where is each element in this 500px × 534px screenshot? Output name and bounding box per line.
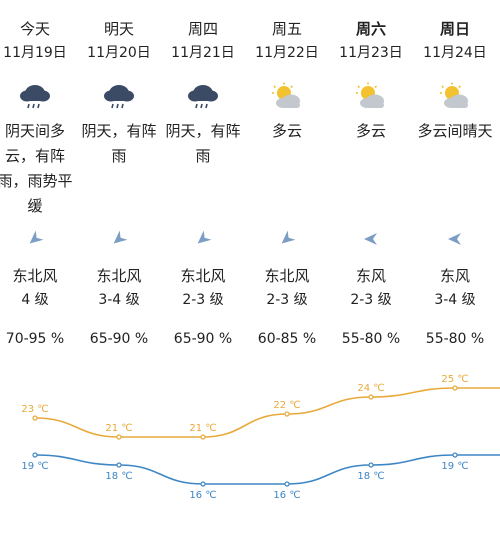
wind-level: 4 级 <box>21 292 49 308</box>
day-date: 11月21日 <box>171 45 235 61</box>
high-temp-label: 24 ℃ <box>357 383 384 394</box>
weather-description-line: 雨，雨势平 <box>0 172 73 190</box>
wind-arrow-northeast-icon <box>29 230 44 244</box>
rain-cloud-icon <box>20 85 50 109</box>
weather-description-line: 阴天，有阵 <box>81 122 157 140</box>
weather-description-line: 阴天间多 <box>4 122 65 140</box>
humidity: 55-80 % <box>341 331 401 347</box>
high-temp-point <box>116 434 122 440</box>
day-date: 11月20日 <box>87 45 151 61</box>
low-temp-label: 19 ℃ <box>21 461 48 472</box>
wind-level: 3-4 级 <box>98 292 140 308</box>
weather-description-line: 雨 <box>195 147 211 165</box>
weather-description: 多云 <box>325 119 417 144</box>
high-temp-point <box>284 411 290 417</box>
low-temp-point <box>284 481 290 487</box>
high-temp-point <box>452 385 458 391</box>
day-name: 今天 <box>19 20 50 38</box>
humidity: 65-90 % <box>89 331 149 347</box>
low-temp-label: 18 ℃ <box>357 471 384 482</box>
wind-arrow-northeast-icon <box>197 230 212 244</box>
low-temp-point <box>452 452 458 458</box>
high-temp-label: 22 ℃ <box>273 400 300 411</box>
high-temp-label: 21 ℃ <box>189 423 216 434</box>
wind-level: 2-3 级 <box>182 292 224 308</box>
day-date: 11月24日 <box>423 45 487 61</box>
weather-description: 阴天间多云，有阵雨，雨势平缓 <box>0 119 81 219</box>
humidity: 65-90 % <box>173 331 233 347</box>
weather-description: 阴天，有阵雨 <box>157 119 249 169</box>
wind-direction: 东风 <box>355 267 386 285</box>
partly-cloudy-icon <box>440 82 468 108</box>
wind-arrow-northeast-icon <box>281 230 296 244</box>
day-name: 明天 <box>103 20 134 38</box>
wind-direction: 东北风 <box>96 267 142 285</box>
temperature-chart: 23 ℃ 21 ℃ 21 ℃ 22 ℃ 24 ℃ 25 ℃ 19 ℃ 18 ℃ 16 ℃ 16 ℃… <box>21 374 500 501</box>
day-name: 周六 <box>355 20 386 38</box>
wind-direction: 东北风 <box>12 267 58 285</box>
wind-arrow-east-icon <box>364 233 377 245</box>
wind-arrow-northeast-icon <box>113 230 128 244</box>
day-name: 周五 <box>271 20 302 38</box>
weather-description: 阴天，有阵雨 <box>73 119 165 169</box>
day-name: 周日 <box>439 20 470 38</box>
low-temp-point <box>200 481 206 487</box>
wind-direction: 东北风 <box>264 267 310 285</box>
high-temp-point <box>200 434 206 440</box>
weather-description-line: 多云间晴天 <box>417 122 493 140</box>
day-date: 11月19日 <box>3 45 67 61</box>
weather-description-line: 阴天，有阵 <box>165 122 241 140</box>
rain-cloud-icon <box>188 85 218 109</box>
humidity: 55-80 % <box>425 331 485 347</box>
partly-cloudy-icon <box>356 82 384 108</box>
low-temp-label: 16 ℃ <box>189 490 216 501</box>
low-temp-label: 18 ℃ <box>105 471 132 482</box>
wind-level: 2-3 级 <box>350 292 392 308</box>
weather-description-line: 缓 <box>27 197 43 215</box>
high-temp-point <box>368 394 374 400</box>
high-temp-point <box>32 415 38 421</box>
weather-description: 多云间晴天 <box>409 119 500 144</box>
humidity: 60-85 % <box>257 331 317 347</box>
wind-level: 2-3 级 <box>266 292 308 308</box>
high-temp-label: 23 ℃ <box>21 404 48 415</box>
day-date: 11月23日 <box>339 45 403 61</box>
day-date: 11月22日 <box>255 45 319 61</box>
day-name: 周四 <box>187 20 218 38</box>
weather-description-line: 多云 <box>355 122 386 140</box>
low-temp-point <box>32 452 38 458</box>
weather-description-line: 多云 <box>271 122 302 140</box>
weather-description-line: 雨 <box>111 147 127 165</box>
wind-direction: 东风 <box>439 267 470 285</box>
weather-description: 多云 <box>241 119 333 144</box>
wind-direction: 东北风 <box>180 267 226 285</box>
low-temp-point <box>116 462 122 468</box>
low-temp-label: 16 ℃ <box>273 490 300 501</box>
wind-level: 3-4 级 <box>434 292 476 308</box>
weather-description-line: 云，有阵 <box>4 147 65 165</box>
low-temp-label: 19 ℃ <box>441 461 468 472</box>
low-temp-point <box>368 462 374 468</box>
rain-cloud-icon <box>104 85 134 109</box>
partly-cloudy-icon <box>272 82 300 108</box>
high-temp-label: 21 ℃ <box>105 423 132 434</box>
high-temp-label: 25 ℃ <box>441 374 468 385</box>
wind-arrow-east-icon <box>448 233 461 245</box>
humidity: 70-95 % <box>5 331 65 347</box>
